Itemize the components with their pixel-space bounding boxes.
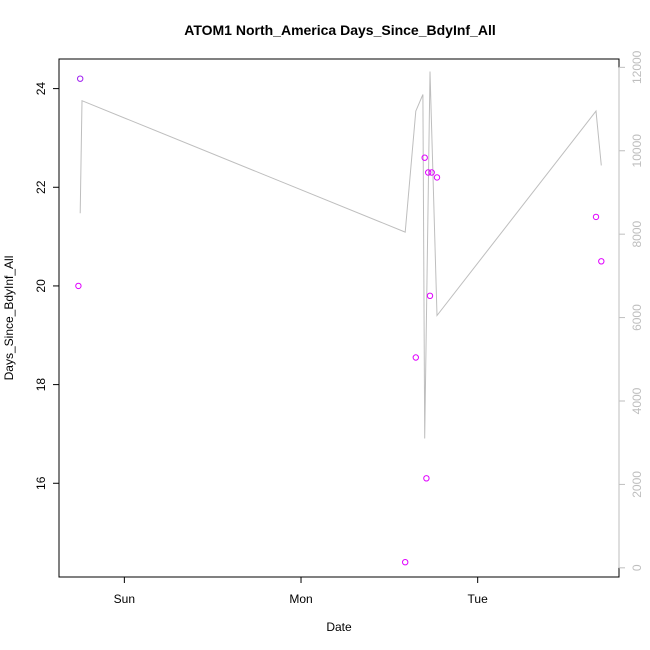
y2-tick-label: 10000 (630, 134, 644, 168)
data-point (592, 213, 600, 221)
data-point (425, 169, 432, 176)
y-tick-label: 16 (34, 476, 48, 490)
data-point (426, 292, 434, 299)
data-point (598, 258, 605, 265)
y-tick-label: 18 (34, 378, 48, 392)
series-line-layer (79, 71, 602, 439)
x-axis: Sun Mon Tue (114, 576, 489, 606)
y2-tick-label: 4000 (630, 387, 644, 414)
y2-tick-label: 6000 (630, 304, 644, 331)
plot-frame (58, 58, 620, 578)
data-point (433, 174, 441, 181)
x-tick-label: Sun (114, 592, 135, 606)
data-point (412, 354, 419, 361)
y-tick-label: 20 (34, 279, 48, 293)
y2-tick-label: 0 (630, 564, 644, 571)
y2-tick-label: 12000 (630, 50, 644, 84)
x-tick-label: Mon (289, 592, 312, 606)
data-point (75, 282, 82, 290)
data-point (428, 169, 435, 176)
y-tick-label: 22 (34, 180, 48, 194)
series-line (79, 71, 602, 439)
y2-tick-label: 8000 (630, 220, 644, 247)
chart-title: ATOM1 North_America Days_Since_BdyInf_Al… (184, 22, 495, 38)
points-layer (75, 75, 605, 566)
x-tick-label: Tue (468, 592, 489, 606)
data-point (421, 154, 428, 161)
y-axis-label: Days_Since_BdyInf_All (2, 256, 16, 381)
y-axis-right: 0 2000 4000 6000 8000 10000 12000 (618, 50, 644, 571)
y-tick-label: 24 (34, 82, 48, 96)
y-axis-left: 16 18 20 22 24 (34, 82, 60, 490)
data-point (423, 475, 430, 482)
x-axis-label: Date (326, 620, 352, 634)
data-point (77, 75, 84, 82)
data-point (402, 559, 409, 566)
y2-tick-label: 2000 (630, 471, 644, 498)
